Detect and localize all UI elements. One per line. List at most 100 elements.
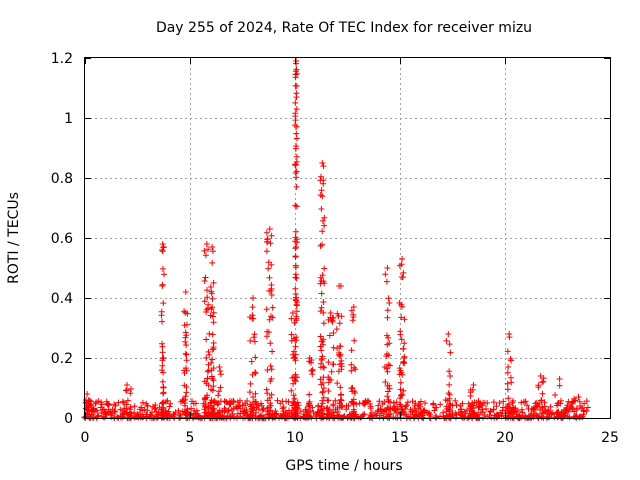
data-point xyxy=(250,334,257,341)
data-point xyxy=(384,307,391,314)
data-point xyxy=(290,392,297,399)
data-point xyxy=(584,404,591,411)
data-point xyxy=(393,399,400,406)
data-point xyxy=(447,373,454,379)
data-point xyxy=(210,405,217,412)
data-point xyxy=(348,361,355,368)
data-point xyxy=(291,377,298,384)
data-point xyxy=(233,414,240,421)
data-point xyxy=(305,403,312,410)
data-point xyxy=(509,399,516,406)
data-point xyxy=(158,308,165,315)
data-point xyxy=(415,405,422,412)
data-point xyxy=(263,248,270,255)
data-point xyxy=(362,399,369,405)
data-point xyxy=(216,388,222,395)
data-point xyxy=(447,414,454,421)
data-point xyxy=(102,410,109,417)
data-point xyxy=(182,334,189,341)
data-point xyxy=(166,403,173,410)
data-point xyxy=(85,398,92,405)
data-point xyxy=(571,408,578,415)
data-point xyxy=(248,403,255,410)
data-point xyxy=(293,66,300,73)
data-point xyxy=(208,306,215,312)
data-point xyxy=(320,336,327,343)
data-point xyxy=(446,341,453,348)
data-point xyxy=(159,343,166,350)
data-point xyxy=(252,390,259,397)
data-point xyxy=(209,244,216,250)
data-point xyxy=(430,401,437,408)
data-point xyxy=(411,414,417,421)
data-point xyxy=(206,330,213,337)
data-point xyxy=(228,406,235,413)
data-point xyxy=(159,318,165,325)
data-point xyxy=(320,385,327,392)
data-point xyxy=(205,403,212,410)
data-point xyxy=(183,357,190,364)
data-point xyxy=(446,391,453,398)
data-point xyxy=(293,302,300,309)
data-point xyxy=(202,395,209,401)
data-point xyxy=(292,228,299,235)
data-point xyxy=(554,414,561,421)
data-point xyxy=(578,405,585,412)
data-point xyxy=(293,313,300,320)
y-tick-label: 1.2 xyxy=(51,51,73,67)
data-point xyxy=(103,398,110,405)
data-point xyxy=(115,399,122,406)
data-point xyxy=(401,412,407,419)
y-axis-label: ROTI / TECUs xyxy=(6,192,22,284)
data-point xyxy=(207,399,214,406)
data-point xyxy=(385,295,392,302)
data-point xyxy=(319,414,326,421)
data-point xyxy=(383,365,390,372)
data-point xyxy=(237,405,244,412)
data-point xyxy=(293,106,300,113)
data-point xyxy=(266,226,273,232)
data-point xyxy=(528,405,535,412)
data-point xyxy=(210,309,217,316)
data-point xyxy=(291,395,298,402)
data-point xyxy=(515,408,521,415)
data-point xyxy=(336,404,343,411)
data-point xyxy=(90,405,97,412)
data-point xyxy=(210,319,217,326)
data-point xyxy=(268,313,274,320)
data-point xyxy=(217,371,224,378)
data-point xyxy=(208,400,215,407)
data-point xyxy=(319,193,326,200)
data-point xyxy=(336,320,343,327)
y-tick-label: 0 xyxy=(64,411,73,427)
data-point xyxy=(397,392,404,399)
data-point xyxy=(235,410,241,417)
data-point xyxy=(171,411,178,418)
data-point xyxy=(99,406,106,413)
x-tick-label: 15 xyxy=(391,430,409,446)
data-point xyxy=(259,407,266,414)
data-point xyxy=(318,355,325,362)
data-point xyxy=(483,405,490,412)
data-point xyxy=(433,414,440,421)
data-point xyxy=(265,259,272,266)
data-point xyxy=(500,398,507,405)
data-point xyxy=(372,412,379,419)
data-point xyxy=(139,407,146,414)
data-point xyxy=(400,387,407,394)
data-point xyxy=(210,365,217,372)
data-point xyxy=(320,394,327,401)
data-point xyxy=(252,409,259,416)
data-point xyxy=(292,285,299,292)
data-point xyxy=(351,390,358,396)
data-point xyxy=(499,407,506,414)
data-point xyxy=(431,407,438,414)
data-point xyxy=(340,414,347,421)
data-point xyxy=(505,364,512,370)
data-point xyxy=(181,322,188,329)
data-point xyxy=(176,414,183,421)
data-point xyxy=(292,351,299,358)
data-point xyxy=(317,333,324,340)
x-tick-label: 25 xyxy=(601,430,619,446)
data-point xyxy=(398,261,405,268)
